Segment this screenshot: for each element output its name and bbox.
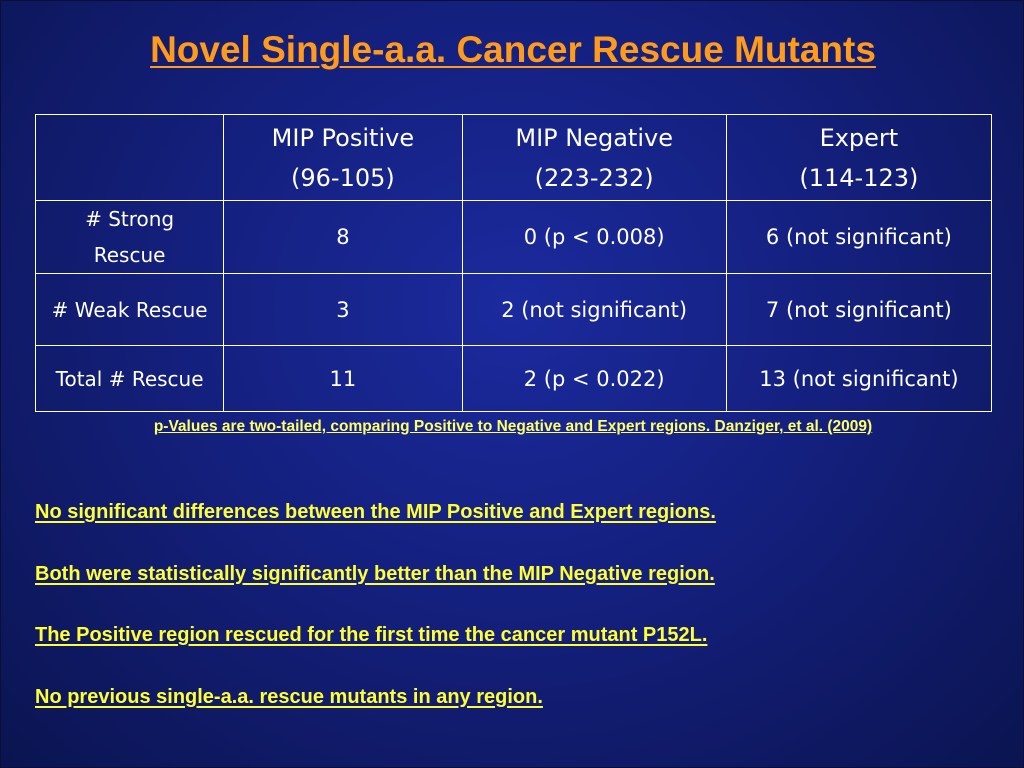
table-row-total-rescue: Total # Rescue 11 2 (p < 0.022) 13 (not … bbox=[34, 345, 993, 412]
conclusion-item: The Positive region rescued for the firs… bbox=[35, 624, 708, 646]
row-label-total-rescue: Total # Rescue bbox=[34, 345, 225, 412]
column-header-mip-positive: MIP Positive (96-105) bbox=[223, 114, 463, 201]
table-row-weak-rescue: # Weak Rescue 3 2 (not significant) 7 (n… bbox=[34, 273, 993, 346]
column-header-title: MIP Negative bbox=[515, 123, 673, 152]
table-footnote: p-Values are two-tailed, comparing Posit… bbox=[153, 418, 873, 435]
column-header-title: MIP Positive bbox=[271, 123, 415, 152]
column-header-expert: Expert (114-123) bbox=[725, 114, 993, 201]
table-cell: 2 (not significant) bbox=[461, 273, 727, 346]
table-cell: 8 bbox=[223, 200, 463, 274]
conclusion-item: No significant differences between the M… bbox=[35, 501, 716, 523]
row-label-line: Rescue bbox=[93, 243, 166, 267]
slide-title: Novel Single-a.a. Cancer Rescue Mutants bbox=[150, 29, 876, 70]
conclusion-list: No significant differences between the M… bbox=[35, 498, 995, 744]
conclusion-item: Both were statistically significantly be… bbox=[35, 562, 715, 585]
column-header-range: (114-123) bbox=[799, 163, 919, 192]
conclusion-item: No previous single-a.a. rescue mutants i… bbox=[35, 685, 543, 708]
column-header-title: Expert bbox=[819, 123, 899, 152]
table-header-row: MIP Positive (96-105) MIP Negative (223-… bbox=[34, 114, 993, 201]
table-cell: 2 (p < 0.022) bbox=[461, 345, 727, 412]
row-label-strong-rescue: # Strong Rescue bbox=[34, 200, 225, 274]
results-table: MIP Positive (96-105) MIP Negative (223-… bbox=[34, 114, 993, 412]
table-row-strong-rescue: # Strong Rescue 8 0 (p < 0.008) 6 (not s… bbox=[34, 200, 993, 274]
row-label-weak-rescue: # Weak Rescue bbox=[34, 273, 225, 346]
row-label-line: # Strong bbox=[85, 207, 175, 231]
table-cell: 11 bbox=[223, 345, 463, 412]
table-cell: 3 bbox=[223, 273, 463, 346]
column-header-range: (223-232) bbox=[534, 163, 654, 192]
table-cell: 6 (not significant) bbox=[725, 200, 993, 274]
column-header-range: (96-105) bbox=[291, 163, 395, 192]
table-corner-cell bbox=[34, 114, 225, 201]
table-cell: 0 (p < 0.008) bbox=[461, 200, 727, 274]
table-cell: 7 (not significant) bbox=[725, 273, 993, 346]
column-header-mip-negative: MIP Negative (223-232) bbox=[461, 114, 727, 201]
table-cell: 13 (not significant) bbox=[725, 345, 993, 412]
